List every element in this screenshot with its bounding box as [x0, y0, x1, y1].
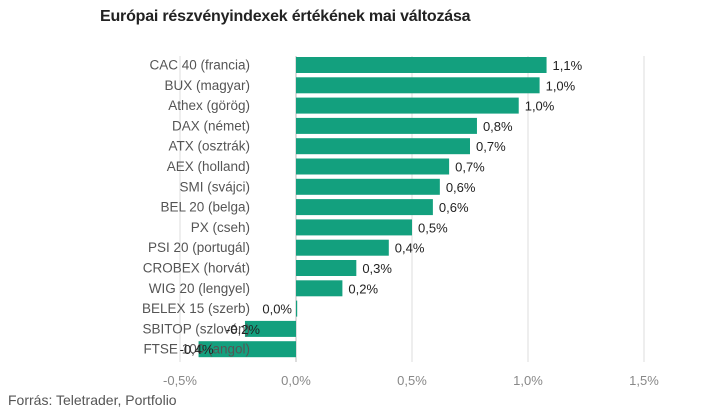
bar: [296, 219, 412, 236]
value-label: -0,2%: [226, 322, 260, 337]
bar: [296, 77, 540, 94]
value-label: 1,0%: [546, 78, 576, 93]
bar: [296, 199, 433, 216]
category-label: AEX (holland): [167, 159, 250, 174]
value-label: 0,6%: [439, 200, 469, 215]
bar: [198, 341, 296, 358]
category-label: BUX (magyar): [164, 78, 250, 93]
category-label: Athex (görög): [168, 98, 250, 113]
tick-label: 0,5%: [397, 373, 427, 388]
bar: [296, 117, 477, 134]
category-label: FTSE 100 (angol): [143, 342, 250, 357]
source-note: Forrás: Teletrader, Portfolio: [8, 392, 177, 408]
bar: [296, 260, 357, 276]
category-labels: CAC 40 (francia) BUX (magyar) Athex (görög…: [142, 58, 250, 357]
bar: [296, 280, 343, 297]
category-label: BELEX 15 (szerb): [142, 301, 250, 316]
bars: [198, 57, 547, 358]
bar: [296, 97, 519, 114]
category-label: CAC 40 (francia): [149, 58, 250, 73]
value-label: 0,0%: [262, 302, 292, 317]
tick-label: 0,0%: [281, 373, 311, 388]
category-label: PX (cseh): [191, 220, 250, 235]
category-label: DAX (német): [172, 118, 250, 133]
value-label: 0,5%: [418, 220, 448, 235]
bar: [296, 138, 470, 155]
category-label: SMI (svájci): [180, 179, 251, 194]
category-label: ATX (osztrák): [168, 139, 250, 154]
category-label: SBITOP (szlovén): [142, 321, 250, 336]
category-label: PSI 20 (portugál): [148, 240, 250, 255]
value-label: 1,0%: [525, 99, 555, 114]
chart-title: Európai részvényindexek értékének mai vá…: [100, 8, 471, 25]
bar: [296, 57, 547, 73]
bar: [244, 320, 296, 337]
value-labels: 1,1% 1,0% 1,0% 0,8% 0,7% 0,7% 0,6% 0,6% 0,5% 0,4%…: [180, 58, 583, 357]
value-label: 0,4%: [395, 241, 425, 256]
value-label: 0,7%: [476, 139, 506, 154]
tick-label: 1,0%: [513, 373, 543, 388]
value-label: 0,6%: [446, 180, 476, 195]
category-label: BEL 20 (belga): [160, 200, 250, 215]
tick-labels: -0,5% 0,0% 0,5% 1,0% 1,5%: [163, 373, 659, 388]
value-label: 0,3%: [362, 261, 392, 276]
bar: [296, 300, 298, 317]
value-label: 0,2%: [348, 281, 378, 296]
value-label: -0,4%: [180, 342, 214, 357]
bar: [296, 158, 450, 175]
bar: [296, 239, 389, 256]
category-label: CROBEX (horvát): [143, 261, 250, 276]
value-label: 1,1%: [553, 58, 583, 73]
value-label: 0,7%: [455, 160, 485, 175]
value-label: 0,8%: [483, 119, 513, 134]
tick-label: 1,5%: [629, 373, 659, 388]
category-label: WIG 20 (lengyel): [149, 281, 250, 296]
bar: [296, 178, 440, 195]
tick-label: -0,5%: [163, 373, 197, 388]
